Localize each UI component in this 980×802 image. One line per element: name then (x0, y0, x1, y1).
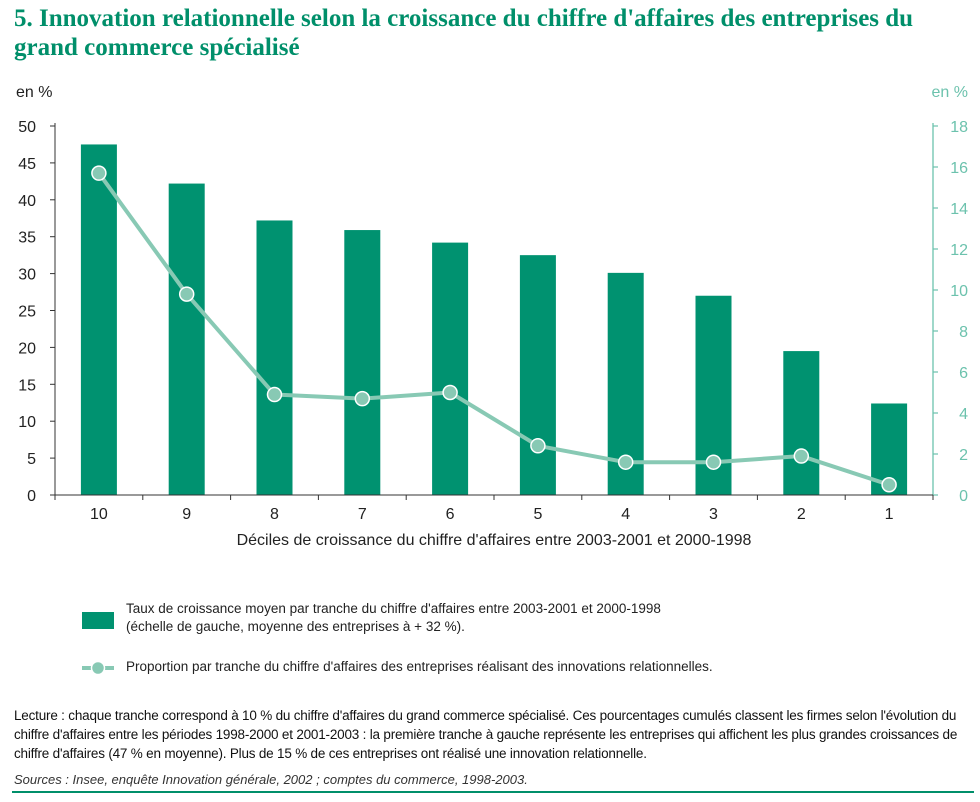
legend-bar-line2: (échelle de gauche, moyenne des entrepri… (126, 619, 465, 634)
x-axis-title: Déciles de croissance du chiffre d'affai… (237, 532, 752, 549)
left-tick-label: 5 (27, 451, 36, 468)
line-point-3 (705, 454, 722, 470)
right-axis-title: en % (932, 84, 968, 101)
left-tick-label: 35 (18, 230, 36, 247)
bar-9 (168, 183, 205, 495)
bar-5 (519, 255, 556, 495)
legend-line-swatch (82, 660, 114, 676)
right-tick-label: 2 (959, 447, 968, 464)
line-point-1 (881, 477, 897, 493)
left-tick-label: 25 (18, 304, 36, 321)
left-axis-title: en % (16, 84, 52, 101)
x-tick-label-8: 8 (270, 506, 279, 523)
x-tick-label-10: 10 (90, 506, 108, 523)
x-tick-label-4: 4 (621, 506, 630, 523)
right-tick-label: 8 (959, 324, 968, 341)
left-tick-label: 40 (18, 193, 36, 210)
right-tick-label: 0 (959, 488, 968, 505)
line-point-4 (617, 454, 634, 470)
legend-line-label: Proportion par tranche du chiffre d'affa… (82, 658, 962, 676)
x-tick-label-3: 3 (709, 506, 718, 523)
line-point-6 (442, 384, 458, 401)
line-point-8 (266, 386, 283, 403)
left-tick-label: 10 (18, 414, 36, 431)
left-tick-label: 50 (18, 119, 36, 136)
bottom-rule (12, 791, 974, 793)
x-tick-label-5: 5 (533, 506, 542, 523)
line-point-7 (354, 390, 371, 407)
reading-note: Lecture : chaque tranche correspond à 10… (14, 708, 958, 761)
legend-bar-swatch (82, 612, 114, 629)
x-tick-label-6: 6 (446, 506, 455, 523)
line-point-9 (178, 286, 195, 302)
right-tick-label: 12 (950, 242, 968, 259)
bar-10 (80, 144, 117, 495)
right-tick-label: 4 (959, 406, 968, 423)
legend-bar-label: Taux de croissance moyen par tranche du … (82, 600, 962, 636)
legend-bar-line1: Taux de croissance moyen par tranche du … (126, 601, 661, 616)
bar-2 (783, 351, 820, 495)
line-series (97, 171, 890, 487)
bar-8 (256, 220, 293, 496)
left-tick-label: 0 (27, 488, 36, 505)
left-tick-label: 20 (18, 340, 36, 357)
right-tick-label: 16 (950, 160, 968, 177)
line-point-5 (530, 438, 546, 454)
right-tick-label: 6 (959, 365, 968, 382)
x-tick-label-1: 1 (885, 506, 894, 523)
chart-title: 5. Innovation relationnelle selon la cro… (14, 5, 914, 61)
legend-line-text: Proportion par tranche du chiffre d'affa… (126, 659, 713, 674)
x-tick-label-7: 7 (358, 506, 367, 523)
line-point-10 (91, 165, 107, 181)
line-point-2 (793, 448, 810, 464)
left-tick-label: 15 (18, 377, 36, 394)
right-tick-label: 14 (950, 201, 968, 218)
right-tick-label: 18 (950, 119, 968, 136)
left-tick-label: 30 (18, 267, 36, 284)
x-tick-label-9: 9 (182, 506, 191, 523)
right-tick-label: 10 (950, 283, 968, 300)
bar-7 (344, 230, 381, 496)
x-tick-label-2: 2 (797, 506, 806, 523)
left-tick-label: 45 (18, 156, 36, 173)
sources: Sources : Insee, enquête Innovation géné… (14, 772, 528, 787)
bar-6 (432, 242, 469, 495)
